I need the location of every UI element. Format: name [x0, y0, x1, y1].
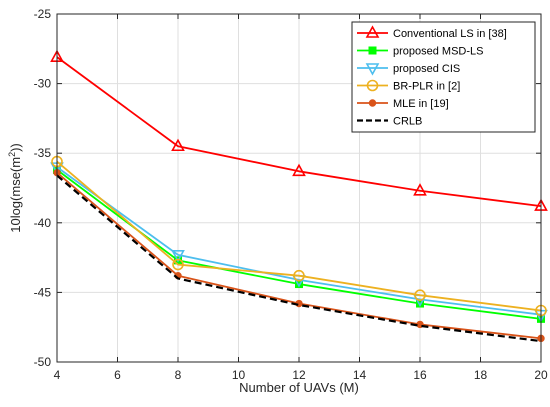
- legend-item-mle-in-19: MLE in [19]: [357, 98, 449, 110]
- y-axis-label-superscript: 2: [7, 152, 17, 157]
- legend-box: [351, 21, 536, 133]
- legend-label: BR-PLR in [2]: [393, 81, 460, 93]
- x-tick-label: 18: [474, 368, 488, 382]
- data-point: [292, 163, 306, 177]
- legend-marker: [365, 25, 380, 38]
- data-point: [293, 269, 305, 282]
- x-tick-label: 12: [292, 368, 306, 382]
- legend-item-conventional-ls-in-38: Conventional LS in [38]: [357, 25, 507, 40]
- x-tick-label: 14: [353, 368, 367, 382]
- data-point: [171, 138, 185, 152]
- x-tick-label: 10: [232, 368, 246, 382]
- y-axis-label-suffix: )): [8, 143, 23, 152]
- series-line: [56, 160, 542, 312]
- legend-label: proposed MSD-LS: [393, 46, 484, 58]
- y-tick-label: -35: [34, 146, 52, 160]
- data-point: [171, 250, 185, 263]
- data-point: [413, 183, 427, 196]
- legend-item-crlb: CRLB: [357, 116, 422, 128]
- y-axis-label-prefix: 10log(mse(m: [8, 157, 23, 233]
- legend-label: MLE in [19]: [393, 98, 449, 110]
- x-tick-label: 6: [114, 368, 121, 382]
- data-point: [172, 258, 184, 271]
- legend-item-br-plr-in-2: BR-PLR in [2]: [357, 79, 460, 93]
- y-tick-label: -40: [34, 216, 52, 230]
- y-tick-label: -30: [34, 77, 52, 91]
- data-point: [414, 289, 426, 301]
- legend-marker: [368, 46, 377, 55]
- x-tick-label: 8: [175, 368, 182, 382]
- legend-label: Conventional LS in [38]: [393, 28, 507, 40]
- y-tick-label: -50: [34, 355, 52, 369]
- legend-marker: [366, 79, 379, 92]
- legend: Conventional LS in [38] proposed MSD-LS pr…: [351, 21, 536, 133]
- series-conventional-ls-in-38: [50, 49, 548, 211]
- legend-marker: [368, 99, 377, 107]
- legend-marker: [365, 63, 380, 76]
- x-axis-label: Number of UAVs (M): [239, 380, 359, 395]
- y-tick-label: -45: [34, 285, 52, 299]
- series-line: [56, 56, 542, 207]
- legend-item-proposed-cis: proposed CIS: [357, 63, 460, 76]
- legend-label: CRLB: [393, 116, 422, 128]
- x-tick-label: 4: [54, 368, 61, 382]
- legend-item-proposed-msd-ls: proposed MSD-LS: [357, 46, 484, 58]
- legend-label: proposed CIS: [393, 63, 460, 75]
- series-line: [56, 166, 542, 316]
- series-line: [56, 174, 542, 343]
- x-tick-label: 20: [534, 368, 548, 382]
- y-axis-label: 10log(mse(m2)): [7, 143, 23, 233]
- y-tick-label: -25: [34, 7, 52, 21]
- x-tick-label: 16: [413, 368, 427, 382]
- series-crlb: [56, 174, 542, 343]
